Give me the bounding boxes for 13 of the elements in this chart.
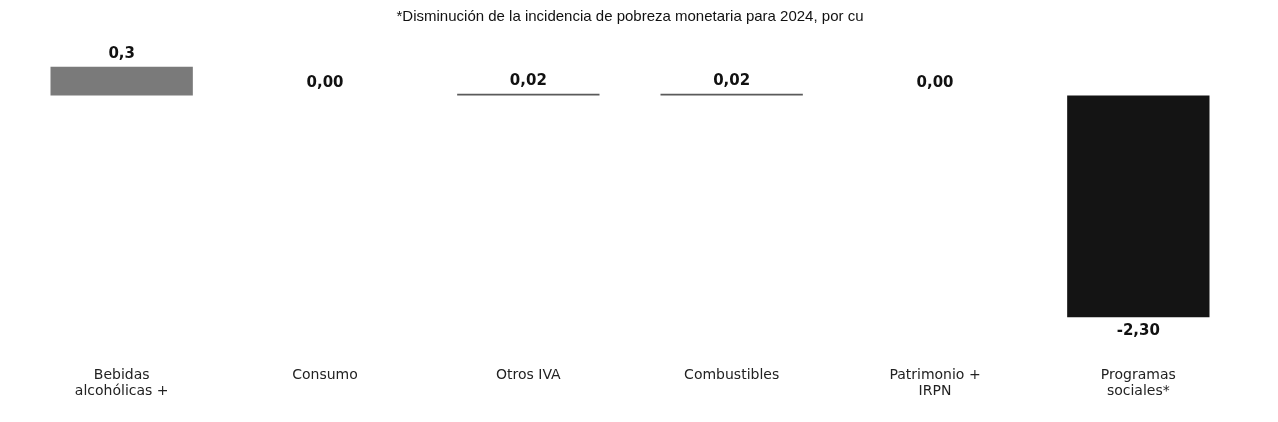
data-label: 0,00 — [916, 72, 954, 91]
x-tick-label: Programas sociales* — [1100, 365, 1176, 398]
chart-title: *Disminución de la incidencia de pobreza monetaria para 2024, por cu — [396, 6, 864, 24]
x-tick-label: Bebidas alcohólicas + — [74, 365, 169, 398]
data-label: 0,02 — [509, 70, 547, 89]
x-tick-label: Combustibles — [684, 365, 780, 382]
data-label: 0,02 — [713, 70, 751, 89]
data-label: 0,3 — [108, 43, 135, 62]
x-tick-label: Consumo — [292, 365, 358, 382]
data-label: 0,00 — [306, 72, 344, 91]
x-tick-label: Patrimonio + IRPN — [889, 365, 981, 398]
data-label: -2,30 — [1116, 321, 1160, 340]
x-tick-label: Otros IVA — [496, 365, 562, 382]
